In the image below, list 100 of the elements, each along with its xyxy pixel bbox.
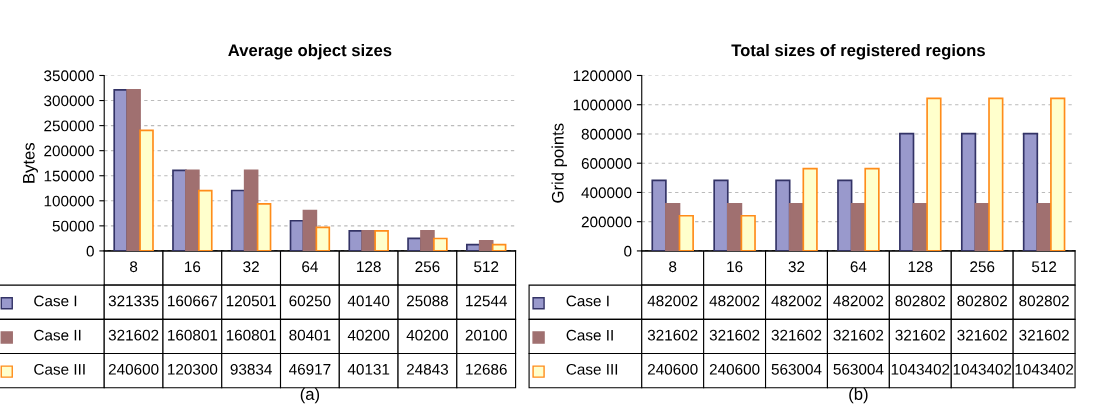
- legend-label: Case II: [566, 329, 613, 341]
- y-tick-label: 250000: [44, 120, 94, 132]
- bar: [1050, 97, 1066, 251]
- data-label: 12544: [466, 295, 507, 307]
- data-label: 321602: [771, 329, 822, 341]
- bar: [374, 229, 389, 251]
- data-label: 321602: [647, 329, 698, 341]
- y-tick-label: 0: [86, 245, 94, 257]
- x-tick-label: 64: [302, 261, 318, 273]
- y-tick-label: 400000: [581, 187, 632, 199]
- bar: [864, 167, 880, 251]
- data-label: 240600: [709, 363, 760, 375]
- data-label: 20100: [465, 329, 507, 341]
- data-label: 321602: [833, 329, 884, 341]
- data-label: 240600: [108, 363, 159, 375]
- x-tick-label: 256: [415, 261, 440, 273]
- data-label: 120300: [168, 363, 218, 375]
- data-label: 80401: [289, 329, 331, 341]
- data-label: 93834: [230, 363, 272, 375]
- y-axis-title: Bytes: [23, 142, 38, 183]
- bar: [185, 169, 200, 251]
- legend-label: Case I: [34, 295, 77, 307]
- data-label: 482002: [833, 295, 884, 307]
- y-tick-label: 1200000: [573, 70, 632, 82]
- bar: [988, 97, 1004, 251]
- data-label: 321602: [957, 329, 1007, 341]
- bar: [837, 179, 853, 251]
- data-label: 321602: [1019, 329, 1069, 341]
- chart-title: Average object sizes: [228, 43, 392, 60]
- legend-label: Case III: [566, 363, 618, 375]
- bar: [478, 240, 494, 251]
- bar: [243, 169, 259, 251]
- bar: [315, 226, 331, 251]
- bar: [361, 229, 376, 251]
- bar: [899, 132, 915, 251]
- y-axis-title: Grid points: [551, 123, 567, 203]
- data-label: 482002: [709, 295, 760, 307]
- x-tick-label: 128: [357, 261, 381, 273]
- data-label: 321602: [108, 329, 159, 341]
- data-label: 25088: [406, 295, 449, 307]
- bar: [256, 203, 272, 251]
- bar: [726, 203, 743, 251]
- data-label: 802802: [957, 295, 1007, 307]
- bar: [465, 243, 481, 251]
- bar: [348, 229, 364, 251]
- bar: [302, 209, 318, 251]
- bar: [713, 179, 729, 251]
- bar: [139, 129, 154, 251]
- data-label: 40131: [347, 363, 390, 375]
- x-tick-label: 512: [1031, 261, 1057, 273]
- bar: [433, 237, 448, 251]
- data-label: 60250: [289, 295, 331, 307]
- data-label: 563004: [833, 363, 884, 375]
- y-tick-label: 350000: [44, 70, 94, 82]
- data-label: 46917: [289, 363, 331, 375]
- x-tick-label: 16: [727, 261, 743, 273]
- x-tick-label: 512: [474, 261, 499, 273]
- data-label: 1043402: [953, 363, 1012, 375]
- data-label: 120501: [226, 295, 276, 307]
- data-label: 321335: [108, 295, 159, 307]
- bar: [491, 243, 507, 251]
- y-tick-label: 0: [624, 245, 632, 257]
- y-tick-label: 600000: [581, 158, 632, 169]
- x-tick-label: 8: [669, 261, 677, 273]
- text: (a): [300, 387, 320, 404]
- bar: [1036, 203, 1052, 251]
- chart-title: Total sizes of registered regions: [731, 43, 985, 60]
- data-label: 563004: [771, 363, 822, 375]
- data-label: 482002: [647, 295, 698, 307]
- x-tick-label: 256: [970, 261, 995, 273]
- data-label: 1043402: [891, 363, 950, 375]
- legend-label: Case II: [34, 329, 81, 341]
- data-label: 482002: [771, 295, 822, 307]
- x-tick-label: 64: [850, 261, 867, 273]
- data-label: 160667: [168, 295, 218, 307]
- bar: [651, 179, 667, 251]
- data-label: 160801: [168, 329, 218, 341]
- bar: [775, 179, 791, 251]
- x-tick-label: 16: [185, 261, 201, 273]
- bar: [197, 189, 213, 251]
- bar: [960, 132, 977, 251]
- bar: [665, 203, 681, 251]
- legend-label: Case III: [34, 363, 85, 375]
- bar: [289, 219, 305, 251]
- y-tick-label: 800000: [581, 128, 632, 140]
- bar: [926, 97, 942, 251]
- data-label: 321602: [895, 329, 946, 341]
- bar: [126, 88, 141, 251]
- bar: [740, 214, 756, 251]
- y-tick-label: 150000: [44, 170, 94, 182]
- data-label: 321602: [709, 329, 760, 341]
- y-tick-label: 1000000: [573, 99, 632, 111]
- x-tick-label: 8: [130, 261, 138, 273]
- data-label: 160801: [226, 329, 276, 341]
- bar: [1022, 132, 1039, 251]
- y-tick-label: 200000: [44, 145, 94, 157]
- x-tick-label: 32: [788, 261, 805, 273]
- legend-label: Case I: [566, 295, 609, 307]
- y-tick-label: 300000: [44, 95, 94, 107]
- data-label: 40140: [347, 295, 390, 307]
